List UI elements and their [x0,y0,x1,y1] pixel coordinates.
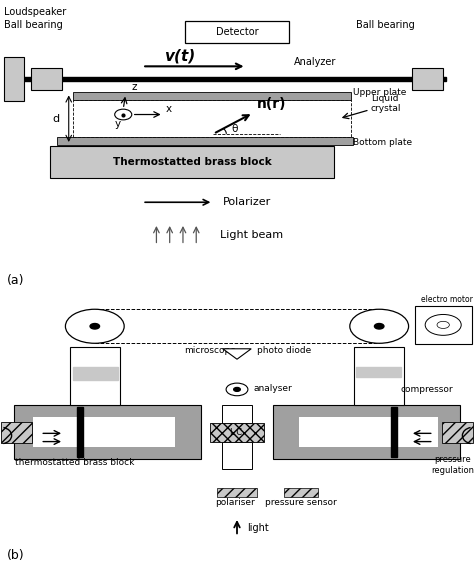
Text: n(r): n(r) [257,97,287,112]
Text: light: light [247,522,269,533]
Text: z: z [132,82,137,92]
Bar [50,146,334,178]
Bar [31,67,62,90]
Bar [273,404,460,459]
Text: (b): (b) [7,549,25,562]
Circle shape [425,315,461,335]
Circle shape [226,383,248,396]
Text: x: x [166,104,172,114]
Bar [299,417,438,447]
Text: thermostatted brass block: thermostatted brass block [15,459,135,467]
Text: L.C.: L.C. [229,428,245,437]
Text: pressure sensor: pressure sensor [265,498,337,507]
Bar [70,347,120,404]
Text: compressor: compressor [400,385,453,394]
Bar [73,367,118,380]
Text: Upper plate: Upper plate [353,88,407,97]
Bar [391,407,397,456]
Bar [222,404,252,423]
Text: Ball bearing: Ball bearing [356,20,414,30]
Text: electro motor: electro motor [421,295,473,304]
Circle shape [115,109,132,120]
Text: microscope: microscope [184,346,236,355]
Text: photo diode: photo diode [257,346,311,355]
Circle shape [437,321,449,328]
Text: Loudspeaker: Loudspeaker [4,7,66,17]
Bar [77,407,83,456]
Polygon shape [223,349,251,359]
Bar [24,77,446,81]
Bar [4,57,24,101]
Text: Polarizer: Polarizer [223,197,271,207]
Bar [185,21,289,43]
Text: Light beam: Light beam [220,230,283,240]
Bar [412,67,443,90]
Bar [354,347,404,404]
Circle shape [374,324,384,329]
Bar [73,92,351,100]
Text: Bottom plate: Bottom plate [353,138,412,147]
Bar [1,422,32,443]
Circle shape [234,387,240,391]
Circle shape [350,309,409,343]
Bar [73,100,351,137]
Text: d: d [52,114,59,124]
Text: Thermostatted brass block: Thermostatted brass block [113,157,271,167]
Bar [14,404,201,459]
Bar [217,488,257,497]
Bar [222,442,252,469]
Text: Ball bearing: Ball bearing [4,20,63,30]
Text: θ: θ [231,124,238,134]
Bar [356,367,401,377]
Circle shape [65,309,124,343]
Text: y: y [115,119,120,129]
Bar [57,137,353,145]
Bar [210,423,264,442]
Bar [33,417,175,447]
Text: v(t): v(t) [164,48,196,63]
Bar [415,305,472,344]
Bar [284,488,318,497]
Bar [442,422,473,443]
Text: polariser: polariser [215,498,255,507]
Text: Analyzer: Analyzer [294,57,336,66]
Text: pressure
regulation: pressure regulation [431,455,474,475]
Text: Detector: Detector [216,27,258,37]
Text: analyser: analyser [254,384,292,394]
Text: (a): (a) [7,274,25,287]
Text: Liquid
crystal: Liquid crystal [371,93,401,113]
Circle shape [90,324,100,329]
